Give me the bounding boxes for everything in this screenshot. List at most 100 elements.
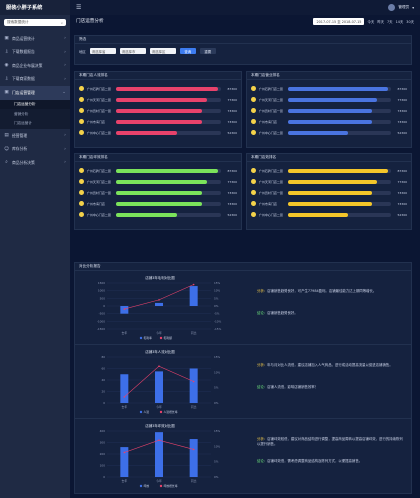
city-select[interactable]: 请选择市: [119, 48, 146, 54]
rank-bar: [116, 212, 178, 217]
rank-name: 广州员村门店一层: [258, 108, 283, 113]
user-name: 管理员: [398, 5, 410, 9]
rank-bar: [116, 168, 219, 173]
filter-title: 筛选: [75, 36, 411, 44]
search-input[interactable]: 搜索数据统计 ⌕: [4, 19, 66, 26]
y2-tick-label: 15%: [214, 429, 221, 433]
sidebar-item-store-ops[interactable]: ▣ 门店运营管理 ⌄: [0, 86, 70, 100]
rank-bar: [116, 119, 202, 124]
chart-bar: [155, 302, 163, 306]
sidebar-item-product-decision[interactable]: ⌕ 商品分析决策 ›: [0, 156, 70, 170]
y2-tick-label: 15%: [214, 281, 221, 285]
rank-bar-track: [287, 168, 392, 173]
x-tick-label: 去年: [122, 331, 128, 335]
chevron-right-icon: ›: [64, 76, 66, 82]
store-icon: [79, 119, 84, 124]
date-quick-7d[interactable]: 7天: [387, 19, 393, 24]
sidebar-subitem-marketing[interactable]: 营销分析: [14, 111, 29, 116]
date-quick-today[interactable]: 今天: [367, 19, 375, 24]
chart-point: [158, 365, 160, 367]
rank-value: 87300: [397, 86, 408, 91]
panel-title: 本期门店坪效排名: [75, 154, 241, 162]
rank-name: 广州石牌门店二层: [86, 168, 111, 173]
rank-value: 52300: [227, 212, 237, 217]
rank-value: 52300: [397, 130, 408, 135]
store-icon: [79, 179, 84, 184]
sidebar-submenu: 门店运营分析 营销分析 门店运营计: [0, 99, 70, 129]
section-divider: [75, 344, 411, 345]
date-quick-14d[interactable]: 14天: [395, 19, 404, 24]
district-select[interactable]: 请选择区: [149, 48, 176, 54]
y2-tick-label: -5%: [214, 312, 220, 316]
y-tick-label: -1500: [97, 327, 105, 331]
analysis-panel: 对比分析报告 店铺3年毛利对比图 1500 1000 500 0 -500 -1000 -15…: [74, 262, 412, 494]
chart-point: [123, 451, 126, 454]
rank-bar-track: [287, 179, 392, 184]
sidebar-item-download-report[interactable]: ⇩ 下载数据报告 ›: [0, 46, 70, 60]
rank-bar-track: [287, 190, 392, 195]
sidebar-item-download-merchant[interactable]: ⇩ 下载商家数据 ›: [0, 73, 70, 87]
rank-row: 广州员村门店一层 73300: [75, 187, 241, 198]
y2-tick-label: 10%: [214, 289, 221, 293]
panel-title: 本期门店效排名: [247, 154, 411, 162]
hamburger-menu-icon[interactable]: ☰: [76, 4, 82, 11]
rank-bar: [287, 168, 389, 173]
rank-bar-track: [116, 179, 222, 184]
chevron-down-icon: ⌄: [62, 90, 66, 96]
sidebar-item-layout-decision[interactable]: ◉ 商品企业布展决策 ›: [0, 59, 70, 73]
rank-panel: 本期门店效排名 广州石牌门店二层 87300 广州天河门店二层 77300 广州员村门店一…: [246, 153, 412, 230]
date-quick-30d[interactable]: 30天: [406, 19, 414, 24]
sidebar-item-label: 经营管理: [12, 132, 28, 138]
legend-swatch: [139, 336, 143, 340]
rank-row: 广州员村门店一层 73300: [75, 105, 241, 116]
area-label: 地区: [79, 49, 86, 54]
sidebar-nav-2: ▤ 经营管理 › ☺ 库存分析 › ⌕ 商品分析决策 ›: [0, 129, 70, 170]
location-icon: ◉: [4, 63, 9, 69]
rank-name: 广州天河门店二层: [258, 179, 283, 184]
rank-bar-track: [116, 190, 222, 195]
rank-row: 广州中心门店二层 52300: [247, 209, 411, 220]
search-icon[interactable]: ⌕: [60, 20, 63, 25]
sidebar-item-product-ops[interactable]: ▣ 商品运营统计 ›: [0, 32, 70, 46]
rank-name: 广州天河门店二层: [258, 97, 283, 102]
y2-tick-label: -15%: [214, 327, 222, 331]
chart-title: 店铺3年坪效对比图: [145, 423, 175, 428]
x-tick-label: 今年: [156, 331, 162, 335]
date-quick-yesterday[interactable]: 昨天: [377, 19, 384, 24]
rank-bar: [287, 190, 373, 195]
user-menu[interactable]: 管理员 ▾: [388, 4, 414, 11]
sidebar-item-management[interactable]: ▤ 经营管理 ›: [0, 129, 70, 143]
rank-bar: [287, 130, 348, 135]
reset-button[interactable]: 重置: [199, 48, 216, 54]
sidebar-subitem-store-analysis[interactable]: 门店运营分析: [0, 99, 70, 110]
y-tick-label: 1000: [98, 289, 105, 293]
rank-value: 77300: [227, 97, 237, 102]
analysis-section: 店铺3年人流对比图 80 60 40 20 0 15% 10% 5% 0% 去年 今年 同比 人流 人流增长…: [75, 345, 411, 417]
chart-bar: [155, 432, 163, 477]
store-icon: [79, 212, 84, 217]
rank-value: 73300: [227, 201, 237, 206]
user-icon: ☺: [4, 146, 9, 152]
sidebar-item-inventory[interactable]: ☺ 库存分析 ›: [0, 142, 70, 156]
chart-bar: [189, 286, 198, 306]
chart-bar: [189, 439, 198, 477]
rank-bar: [116, 201, 202, 206]
rank-bar: [287, 97, 377, 102]
analysis-title: 对比分析报告: [75, 263, 411, 271]
rank-bar-track: [287, 212, 392, 217]
province-select[interactable]: 请选择省: [89, 48, 116, 54]
rank-row: 广州石牌门店二层 87300: [75, 165, 241, 176]
rank-name: 广州员村门店一层: [258, 190, 283, 195]
rank-bar: [116, 97, 207, 102]
chart-point: [192, 283, 195, 286]
sidebar-subitem-store-stats[interactable]: 门店运营计: [14, 121, 32, 126]
rank-bar: [287, 201, 373, 206]
chevron-right-icon: ›: [64, 146, 66, 152]
date-range-picker[interactable]: 2017-07-15 至 2018-07-15: [313, 17, 365, 25]
search-button[interactable]: 查询: [179, 48, 196, 54]
rank-bar-track: [287, 86, 392, 91]
y-tick-label: 0: [103, 475, 105, 479]
rank-row: 广州市海门店 73300: [247, 116, 411, 127]
y2-tick-label: 10%: [214, 444, 221, 448]
